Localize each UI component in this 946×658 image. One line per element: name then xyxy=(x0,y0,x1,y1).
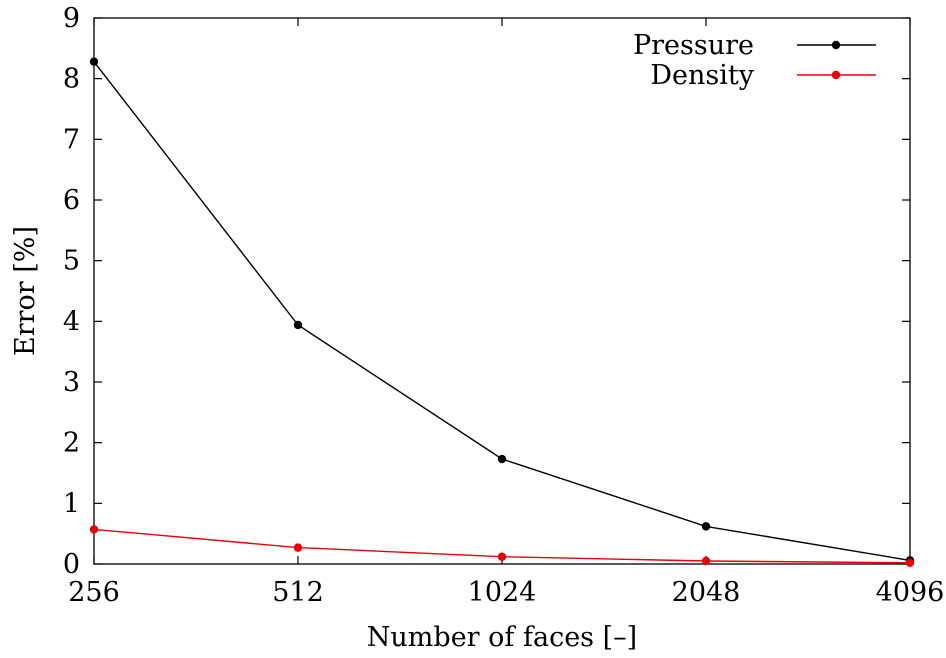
y-tick-label: 7 xyxy=(63,124,80,155)
x-axis-title: Number of faces [–] xyxy=(367,622,637,653)
y-tick-label: 6 xyxy=(63,185,80,216)
density-point xyxy=(497,552,507,561)
x-tick-label: 4096 xyxy=(876,577,945,608)
x-tick-label: 256 xyxy=(68,577,120,608)
legend-label-pressure: Pressure xyxy=(633,30,754,61)
y-axis: 0 1 2 3 4 5 6 7 8 9 xyxy=(63,3,910,580)
density-point xyxy=(89,525,99,534)
pressure-point xyxy=(701,522,711,531)
x-tick-label: 512 xyxy=(272,577,324,608)
y-tick-label: 4 xyxy=(63,306,80,337)
y-axis-title: Error [%] xyxy=(10,226,41,356)
pressure-point xyxy=(293,320,303,330)
density-point xyxy=(293,543,303,552)
y-tick-label: 8 xyxy=(63,64,80,95)
x-tick-label: 2048 xyxy=(672,577,741,608)
density-point xyxy=(701,556,711,566)
density-point xyxy=(905,558,915,567)
x-tick-label: 1024 xyxy=(468,577,537,608)
y-tick-label: 5 xyxy=(63,246,80,277)
pressure-point xyxy=(89,57,99,66)
x-axis: 256 512 1024 2048 4096 xyxy=(68,18,944,608)
legend-marker-density xyxy=(831,70,841,80)
y-tick-label: 9 xyxy=(63,3,80,34)
plot-frame xyxy=(93,17,911,565)
y-tick-label: 1 xyxy=(63,488,80,519)
y-tick-label: 2 xyxy=(63,428,80,459)
y-tick-label: 0 xyxy=(63,549,80,580)
series-layer xyxy=(89,57,915,567)
y-tick-label: 3 xyxy=(63,367,80,398)
legend-marker-pressure xyxy=(831,40,841,50)
pressure-point xyxy=(497,454,507,464)
pressure-line xyxy=(93,61,911,562)
legend-label-density: Density xyxy=(650,60,754,91)
